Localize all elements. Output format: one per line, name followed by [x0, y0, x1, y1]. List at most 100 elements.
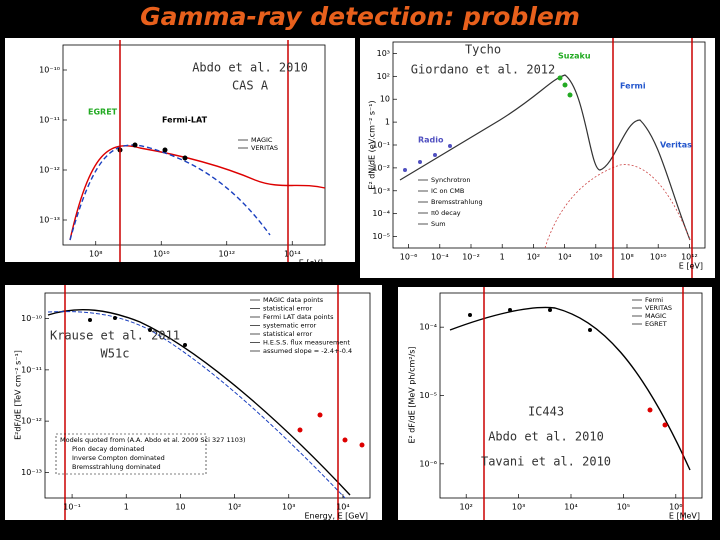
- x-tick-label: 10: [175, 503, 185, 512]
- y-tick-label: 1: [385, 118, 390, 127]
- series-label: EGRET: [88, 108, 118, 117]
- x-tick-label: 10⁸: [89, 250, 102, 259]
- y-tick-label: 10⁻⁵: [372, 232, 390, 241]
- x-tick-label: 10⁻⁴: [431, 253, 449, 262]
- legend-entry: Sum: [431, 220, 446, 228]
- legend-entry: π0 decay: [431, 209, 461, 217]
- x-tick-label: 10¹²: [218, 250, 235, 259]
- x-tick-label: 10¹⁰: [153, 250, 170, 259]
- data-points: [88, 142, 592, 347]
- y-axis-label: E² dN/dE (eV.cm⁻² s⁻¹): [368, 100, 377, 189]
- data-points: [557, 75, 573, 98]
- y-axis-label: E²dF/dE [TeV cm⁻² s⁻¹]: [14, 350, 23, 440]
- legend-entry: statistical error: [263, 305, 313, 313]
- annotation: Krause et al. 2011: [50, 329, 180, 343]
- y-tick-label: 10⁻³: [372, 186, 390, 195]
- annotation: Abdo et al. 2010: [488, 430, 604, 444]
- legend-entry: EGRET: [645, 320, 667, 328]
- x-tick-label: 1: [500, 253, 505, 262]
- y-tick-label: 10⁻²: [372, 163, 390, 172]
- x-tick-label: 10¹²: [681, 253, 698, 262]
- plot-frame: [62, 44, 326, 246]
- data-points: [297, 407, 668, 448]
- legend-entry: Synchrotron: [431, 176, 470, 184]
- x-tick-label: 10¹⁴: [284, 250, 301, 259]
- x-axis-label: E [MeV]: [669, 512, 700, 521]
- panel: [360, 38, 715, 278]
- legend-entry: Fermi LAT data points: [263, 313, 334, 321]
- legend-entry: MAGIC: [645, 312, 667, 320]
- legend-entry: MAGIC data points: [263, 296, 324, 304]
- y-tick-label: 10⁻⁶: [419, 459, 437, 468]
- y-tick-label: 10⁻¹⁰: [39, 66, 60, 75]
- annotation: W51c: [101, 347, 130, 361]
- x-tick-label: 10³: [512, 503, 525, 512]
- x-tick-label: 10⁴: [558, 253, 571, 262]
- model-curve: [47, 311, 346, 499]
- legend-entry: MAGIC: [251, 136, 273, 144]
- x-tick-label: 10⁻⁶: [400, 253, 418, 262]
- series-label: Radio: [418, 136, 444, 145]
- x-tick-label: 10²: [527, 253, 540, 262]
- annotation: Tavani et al. 2010: [481, 455, 611, 469]
- annotation: Abdo et al. 2010: [192, 61, 308, 75]
- y-tick-label: 10⁻¹¹: [21, 365, 42, 374]
- model-curve: [69, 145, 326, 241]
- x-tick-label: 10⁴: [336, 503, 349, 512]
- model-curve: [544, 164, 691, 249]
- series-label: Fermi: [620, 82, 646, 91]
- x-tick-label: 10⁻¹: [63, 503, 81, 512]
- model-curve: [69, 144, 271, 241]
- x-tick-label: 10⁻²: [462, 253, 480, 262]
- y-tick-label: 10⁻¹³: [39, 216, 60, 225]
- slide-title: Gamma-ray detection: problem: [140, 2, 580, 31]
- legend-entry: VERITAS: [251, 144, 278, 152]
- model-entry: Pion decay dominated: [72, 445, 144, 453]
- x-tick-label: 10⁵: [617, 503, 630, 512]
- x-tick-label: 10³: [282, 503, 295, 512]
- model-entry: Inverse Compton dominated: [72, 454, 165, 462]
- models-box: [55, 433, 207, 475]
- legend-entry: systematic error: [263, 322, 317, 330]
- legend-entry: statistical error: [263, 330, 313, 338]
- model-entry: Bremsstrahlung dominated: [72, 463, 161, 471]
- y-tick-label: 10⁻¹²: [39, 166, 60, 175]
- legend-entry: H.E.S.S. flux measurement: [263, 339, 350, 347]
- series-label: Fermi-LAT: [162, 116, 208, 125]
- annotation: IC443: [528, 405, 564, 419]
- x-tick-label: 10⁶: [589, 253, 602, 262]
- legend-entry: Fermi: [645, 296, 663, 304]
- y-tick-label: 10⁻¹⁰: [21, 314, 42, 323]
- panel: [5, 285, 382, 520]
- y-tick-label: 10⁻⁵: [419, 391, 437, 400]
- model-curve: [399, 74, 691, 241]
- y-tick-label: 10⁻¹²: [21, 417, 42, 426]
- x-tick-label: 10⁸: [620, 253, 633, 262]
- x-axis-label: Energy, E [GeV]: [304, 512, 368, 521]
- y-tick-label: 10⁻¹: [372, 141, 390, 150]
- y-tick-label: 10²: [377, 72, 390, 81]
- annotation: CAS A: [232, 79, 269, 93]
- series-label: Suzaku: [558, 52, 591, 61]
- panel: [398, 287, 712, 520]
- data-points: [403, 144, 452, 172]
- y-axis-label: E² dF/dE [MeV ph/cm²/s]: [408, 346, 417, 443]
- y-tick-label: 10⁻¹³: [21, 468, 42, 477]
- annotation: Giordano et al. 2012: [411, 63, 556, 77]
- model-curve: [47, 308, 351, 496]
- x-tick-label: 1: [124, 503, 129, 512]
- y-tick-label: 10⁻⁴: [419, 323, 437, 332]
- legend-entry: IC on CMB: [431, 187, 464, 195]
- x-tick-label: 10¹⁰: [650, 253, 667, 262]
- model-curve: [449, 306, 691, 471]
- x-axis-label: E [eV]: [679, 262, 703, 271]
- y-tick-label: 10⁻¹¹: [39, 116, 60, 125]
- annotation: Tycho: [465, 43, 501, 57]
- y-tick-label: 10: [380, 95, 390, 104]
- x-tick-label: 10⁴: [564, 503, 577, 512]
- x-tick-label: 10²: [460, 503, 473, 512]
- legend-entry: assumed slope = -2.4+-0.4: [263, 347, 352, 355]
- x-tick-label: 10²: [228, 503, 241, 512]
- y-tick-label: 10⁻⁴: [372, 209, 390, 218]
